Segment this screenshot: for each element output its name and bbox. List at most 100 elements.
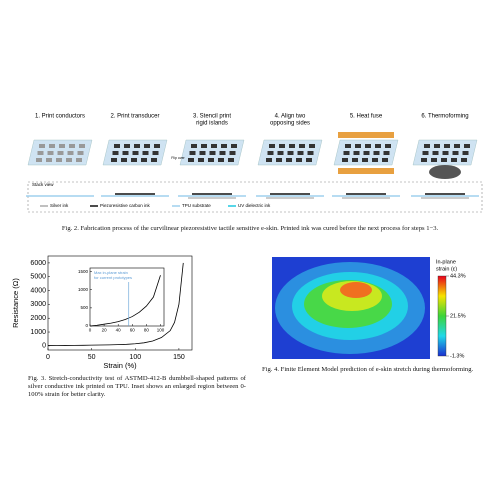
pad	[229, 151, 236, 155]
pad	[309, 144, 315, 148]
pad	[66, 158, 72, 162]
pad	[444, 144, 450, 148]
pad	[77, 151, 84, 155]
pad	[296, 158, 302, 162]
colorbar-label: 44.3%	[450, 273, 466, 279]
pad	[363, 151, 370, 155]
x-tick-label: 0	[46, 354, 50, 361]
annotation: Max in-plane strain	[94, 270, 128, 275]
pad	[266, 158, 272, 162]
annotation: for current prototypes	[94, 275, 132, 280]
step-label: opposing sides	[270, 121, 310, 127]
y-tick-label: 0	[85, 323, 88, 328]
pad	[209, 151, 216, 155]
step-label: 6. Thermoforming	[421, 114, 468, 120]
pad	[132, 151, 139, 155]
pad	[141, 158, 147, 162]
colorbar	[437, 275, 447, 357]
pad	[454, 144, 460, 148]
y-axis-label: Resistance (Ω)	[11, 278, 20, 328]
pad	[365, 144, 371, 148]
pad	[208, 158, 214, 162]
y-tick-label: 1000	[78, 287, 89, 292]
step-label: 5. Heat fuse	[350, 114, 383, 120]
pad	[343, 151, 350, 155]
mold	[429, 165, 461, 179]
step-label: 4. Align two	[275, 114, 306, 120]
heater	[338, 132, 394, 138]
pad	[191, 144, 197, 148]
y-tick-label: 3000	[30, 301, 46, 308]
x-tick-label: 100	[157, 328, 165, 333]
pad	[67, 151, 74, 155]
caption: Fig. 2. Fabrication process of the curvi…	[61, 225, 439, 232]
pad	[46, 158, 52, 162]
pad	[434, 144, 440, 148]
step-label: rigid islands	[196, 121, 228, 127]
heater	[338, 168, 394, 174]
pad	[422, 151, 429, 155]
pad	[76, 158, 82, 162]
pad	[299, 144, 305, 148]
x-tick-label: 50	[88, 354, 96, 361]
step-label: 3. Stencil print	[193, 114, 231, 120]
pad	[355, 144, 361, 148]
fem-contour	[340, 282, 372, 298]
pad	[286, 158, 292, 162]
pad	[462, 151, 469, 155]
pad	[269, 144, 275, 148]
y-tick-label: 6000	[30, 260, 46, 267]
pad	[114, 144, 120, 148]
colorbar-label: -1.3%	[450, 353, 464, 359]
pad	[151, 158, 157, 162]
pad	[79, 144, 85, 148]
y-tick-label: 2000	[30, 315, 46, 322]
pad	[142, 151, 149, 155]
pad	[134, 144, 140, 148]
pad	[382, 158, 388, 162]
pad	[56, 158, 62, 162]
pad	[442, 151, 449, 155]
data-line	[47, 262, 184, 346]
pad	[112, 151, 119, 155]
pad	[49, 144, 55, 148]
y-tick-label: 1000	[30, 329, 46, 336]
x-tick-label: 60	[130, 328, 136, 333]
pad	[279, 144, 285, 148]
y-tick-label: 1500	[78, 269, 89, 274]
pad	[424, 144, 430, 148]
pad	[352, 158, 358, 162]
pad	[452, 151, 459, 155]
pad	[307, 151, 314, 155]
pad	[297, 151, 304, 155]
pad	[432, 151, 439, 155]
legend-label: Silver ink	[50, 203, 69, 208]
pad	[218, 158, 224, 162]
x-tick-label: 80	[144, 328, 150, 333]
colorbar-label: 21.5%	[450, 313, 466, 319]
pad	[37, 151, 44, 155]
x-axis-label: Strain (%)	[103, 361, 137, 370]
pad	[39, 144, 45, 148]
pad	[345, 144, 351, 148]
pad	[221, 144, 227, 148]
pad	[373, 151, 380, 155]
data-line	[89, 275, 161, 327]
step-label: 2. Print transducer	[110, 114, 159, 120]
stack-view-label: Stack view	[32, 182, 54, 187]
pad	[464, 144, 470, 148]
pad	[362, 158, 368, 162]
pad	[461, 158, 467, 162]
step-label: 1. Print conductors	[35, 114, 85, 120]
pad	[201, 144, 207, 148]
pad	[57, 151, 64, 155]
pad	[441, 158, 447, 162]
y-tick-label: 500	[80, 305, 88, 310]
pad	[131, 158, 137, 162]
x-tick-label: 20	[102, 328, 108, 333]
pad	[198, 158, 204, 162]
legend-label: UV dielectric ink	[238, 203, 271, 208]
pad	[188, 158, 194, 162]
